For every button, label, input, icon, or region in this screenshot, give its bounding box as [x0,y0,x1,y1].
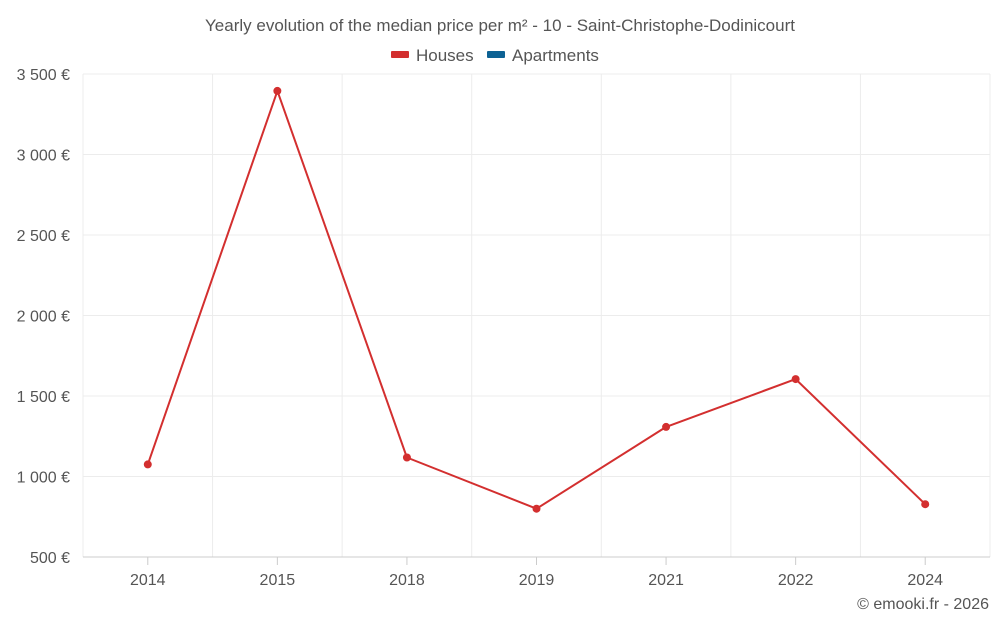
chart-title: Yearly evolution of the median price per… [205,16,795,35]
legend-label-houses: Houses [416,46,474,65]
legend-swatch-apartments [487,51,505,58]
data-point-houses-2019[interactable] [532,504,541,513]
credit-text: © emooki.fr - 2026 [857,596,989,613]
legend-label-apartments: Apartments [512,46,599,65]
legend-item-apartments[interactable]: Apartments [487,46,599,65]
data-point-houses-2024[interactable] [921,500,930,509]
x-tick-label: 2018 [389,572,425,589]
x-tick-label: 2019 [519,572,555,589]
legend-swatch-houses [391,51,409,58]
y-tick-label: 2 500 € [17,228,70,245]
data-point-houses-2022[interactable] [791,375,800,384]
legend-item-houses[interactable]: Houses [391,46,474,65]
y-axis: 500 € 1 000 € 1 500 € 2 000 € 2 500 € 3 000 €… [17,67,70,567]
y-tick-label: 1 000 € [17,470,70,487]
series-line-houses [146,89,927,510]
data-point-houses-2015[interactable] [273,86,282,95]
data-point-houses-2014[interactable] [143,460,152,469]
y-tick-label: 3 000 € [17,148,70,165]
y-tick-label: 3 500 € [17,67,70,84]
series-layer [143,86,930,513]
legend: Houses Apartments [391,46,599,65]
gridlines [82,73,991,557]
data-point-houses-2021[interactable] [662,422,671,431]
y-tick-label: 2 000 € [17,309,70,326]
x-tick-label: 2014 [130,572,166,589]
x-tick-label: 2015 [260,572,296,589]
x-tick-label: 2022 [778,572,814,589]
data-point-houses-2018[interactable] [402,453,411,462]
x-tick-label: 2021 [648,572,684,589]
x-axis: 2014 2015 2018 2019 2021 2022 2024 [83,556,990,589]
y-tick-label: 500 € [30,550,70,567]
y-tick-label: 1 500 € [17,389,70,406]
x-tick-label: 2024 [907,572,943,589]
